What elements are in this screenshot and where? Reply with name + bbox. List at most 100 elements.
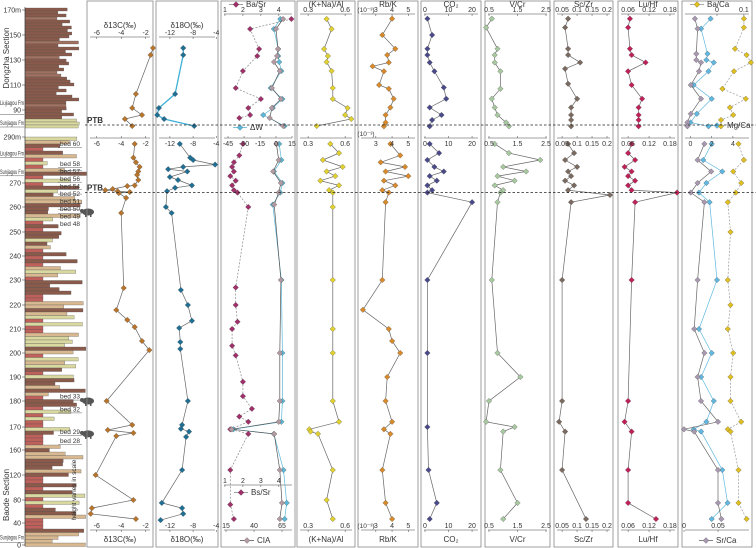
- scale-tick-label: 150: [9, 33, 21, 40]
- lithology-bed: [24, 339, 73, 344]
- lithology-bed: [24, 88, 67, 93]
- lithology-bed: [24, 64, 59, 69]
- data-point: [329, 325, 336, 333]
- scale-tick-label: 260: [9, 205, 21, 212]
- axis-title-top: V/Cr: [510, 0, 526, 9]
- lithology-bed: [24, 392, 49, 397]
- data-point: [183, 433, 190, 440]
- data-point: [268, 84, 275, 92]
- data-point: [693, 110, 700, 117]
- lithology-bed: [24, 121, 80, 126]
- lithology-bed: [24, 182, 44, 187]
- tick-label: 1.5: [513, 7, 523, 14]
- data-point: [440, 84, 447, 91]
- legend-top-marker: [232, 1, 240, 8]
- bed-label: bed 32: [60, 406, 80, 413]
- lithology-bed: [24, 157, 44, 162]
- data-point: [626, 15, 633, 22]
- tick-label: 0.18: [663, 523, 677, 530]
- data-point: [687, 81, 694, 89]
- data-point: [700, 156, 707, 164]
- data-point: [348, 115, 355, 123]
- tick-label: -4: [118, 30, 124, 37]
- lithology-bed: [24, 451, 66, 456]
- lithology-bed: [24, 458, 64, 463]
- data-point: [123, 194, 130, 201]
- data-point: [743, 515, 750, 523]
- lithology-bed: [24, 367, 62, 372]
- panel-frame: [617, 0, 679, 548]
- data-point: [229, 182, 236, 189]
- lithology-bed: [24, 7, 68, 12]
- data-point: [136, 163, 143, 170]
- series-line-baode: [231, 143, 283, 520]
- data-point: [317, 177, 324, 184]
- tick-label: 2.5: [541, 141, 551, 148]
- lithology-bed: [24, 109, 62, 114]
- data-point: [431, 68, 438, 75]
- data-point: [635, 111, 642, 119]
- data-point: [426, 123, 433, 130]
- data-point: [708, 515, 715, 523]
- data-point: [280, 15, 287, 23]
- data-point: [392, 182, 399, 189]
- data-point: [239, 140, 246, 147]
- data-point: [87, 510, 94, 517]
- axis-unit: (10⁻³): [357, 7, 374, 14]
- data-point: [500, 428, 507, 435]
- data-point: [562, 156, 569, 164]
- lithology-bed: [24, 220, 44, 225]
- lithology-bed: [24, 31, 72, 36]
- series-line-baode: [308, 143, 344, 520]
- data-point: [180, 44, 187, 52]
- data-point: [247, 25, 254, 33]
- tick-label: 4: [390, 7, 394, 14]
- data-point: [701, 349, 708, 357]
- data-point: [632, 177, 639, 184]
- data-point: [276, 466, 283, 474]
- lithology-bed: [24, 79, 71, 84]
- scale-tick-label: 110: [10, 83, 21, 90]
- lithology-bed: [24, 161, 48, 166]
- tick-label: 2: [241, 478, 245, 485]
- tetrapod-fossil-icon: [80, 430, 94, 439]
- tick-label: 4: [390, 141, 394, 148]
- data-point: [514, 499, 521, 506]
- data-point: [121, 115, 128, 123]
- tick-label: 15: [288, 141, 296, 148]
- data-point: [424, 349, 431, 357]
- tick-label: 10: [445, 523, 453, 530]
- data-point: [329, 466, 336, 474]
- lithology-bed: [24, 462, 63, 467]
- data-point: [697, 95, 705, 102]
- panel-frame: [155, 0, 219, 548]
- data-point: [433, 177, 440, 184]
- tick-label: 0.5: [484, 141, 494, 148]
- data-point: [118, 209, 125, 217]
- data-point: [230, 515, 237, 523]
- lithology-bed: [24, 308, 84, 313]
- data-point: [703, 56, 710, 64]
- data-point: [382, 199, 389, 206]
- data-point: [328, 25, 335, 33]
- data-point: [559, 466, 566, 474]
- data-point: [706, 199, 713, 206]
- panel-2: [220, 0, 296, 548]
- lithology-bed: [24, 245, 51, 250]
- fossil-head: [80, 430, 84, 435]
- data-point: [424, 51, 431, 59]
- tick-label: 20: [468, 523, 476, 530]
- scale-tick-label: 250: [9, 230, 21, 237]
- axis-title-top: CO₂: [443, 0, 458, 9]
- lithology-bed: [24, 100, 67, 105]
- bed-label: bed 57: [60, 168, 80, 175]
- data-point: [714, 499, 722, 506]
- data-point: [184, 301, 191, 309]
- scale-tick-label: 170: [9, 425, 21, 432]
- data-point: [379, 466, 386, 474]
- data-point: [735, 466, 742, 474]
- data-point: [329, 397, 336, 405]
- tick-label: 4: [731, 141, 735, 148]
- tick-label: 0.18: [663, 141, 677, 148]
- tick-label: 4: [277, 7, 281, 14]
